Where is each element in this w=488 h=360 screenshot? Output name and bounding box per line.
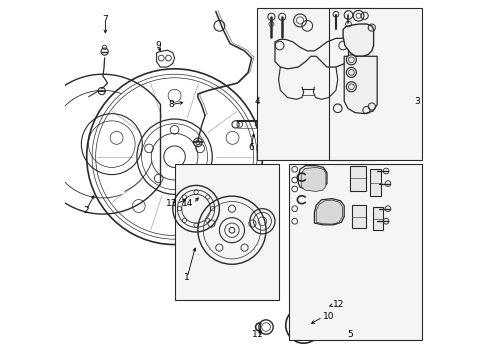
Polygon shape [52, 90, 121, 126]
Polygon shape [314, 199, 344, 225]
Bar [369, 169, 380, 196]
Text: 6: 6 [247, 143, 253, 152]
Bar [372, 207, 382, 230]
Polygon shape [298, 166, 326, 189]
Text: 5: 5 [346, 330, 352, 339]
Bar [349, 166, 366, 191]
Circle shape [346, 55, 356, 65]
Text: 8: 8 [168, 100, 174, 109]
Polygon shape [52, 162, 121, 198]
Text: 10: 10 [322, 312, 333, 321]
Bar [174, 164, 278, 300]
Bar [289, 164, 421, 339]
Text: 7: 7 [102, 15, 108, 24]
Text: 2: 2 [83, 206, 89, 215]
Circle shape [346, 82, 356, 92]
Bar [257, 8, 375, 160]
Text: 13: 13 [165, 199, 177, 208]
Circle shape [346, 67, 356, 77]
Polygon shape [343, 24, 373, 56]
Text: 9: 9 [155, 41, 161, 50]
Polygon shape [124, 162, 151, 191]
Polygon shape [344, 56, 376, 114]
Text: 3: 3 [414, 96, 419, 105]
Text: 1: 1 [184, 273, 190, 282]
Circle shape [231, 121, 239, 128]
Polygon shape [316, 200, 342, 224]
Text: 12: 12 [333, 300, 344, 309]
Text: 14: 14 [182, 199, 193, 208]
Text: 11: 11 [252, 330, 264, 339]
Text: 4: 4 [254, 96, 260, 105]
Polygon shape [301, 167, 325, 192]
Bar [328, 8, 421, 160]
Bar [351, 205, 366, 228]
